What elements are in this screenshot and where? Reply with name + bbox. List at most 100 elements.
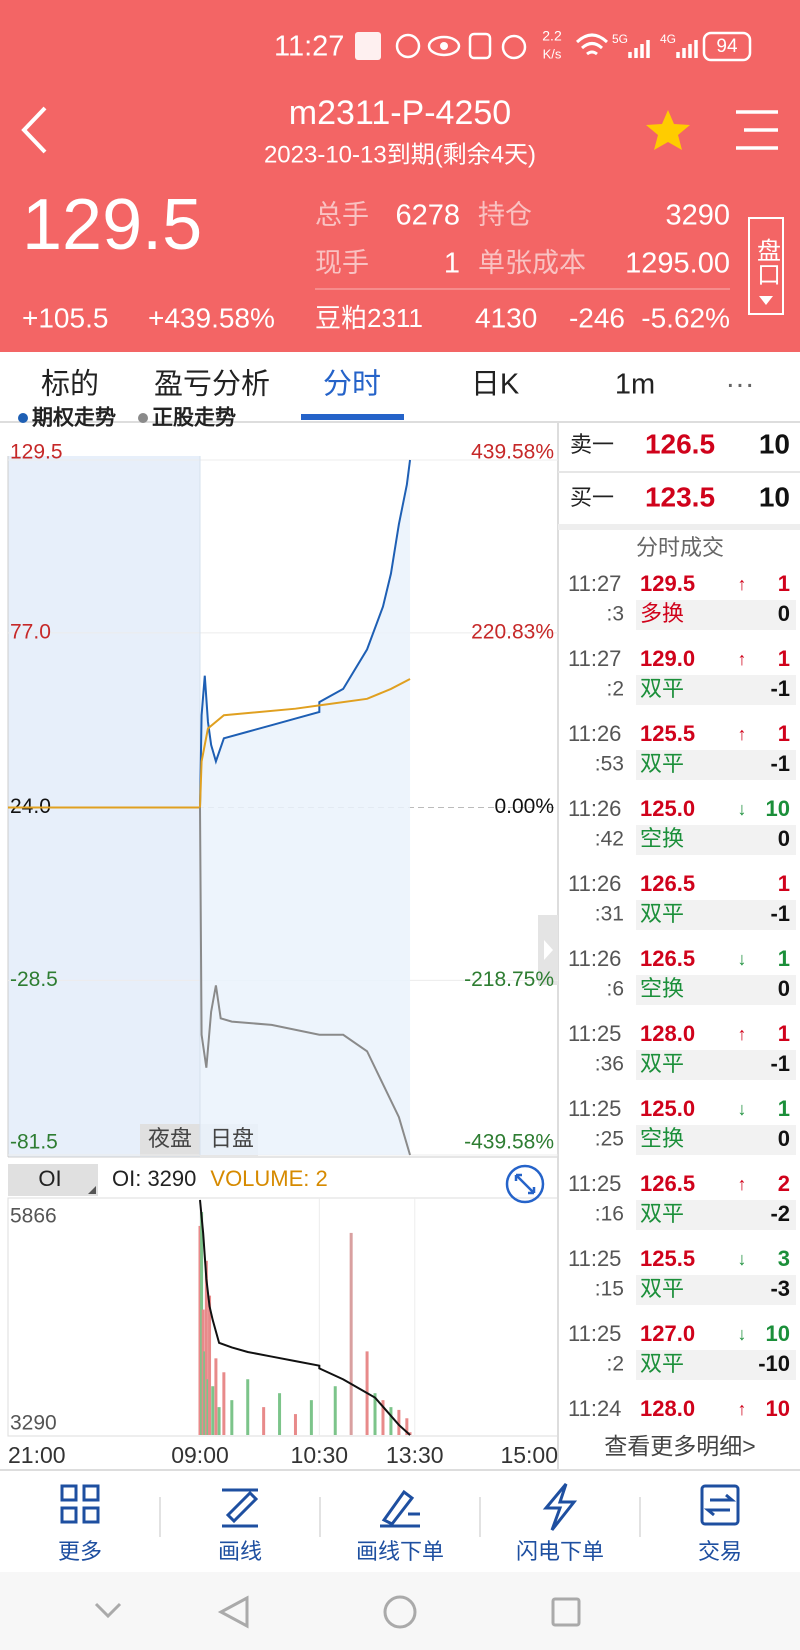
trade-volume: 1 <box>778 946 790 971</box>
nav-icon[interactable] <box>700 1484 740 1526</box>
y-tick-label: -81.5 <box>10 1131 58 1154</box>
trade-second: :6 <box>606 978 624 1001</box>
volume-bar <box>198 1225 202 1435</box>
nav-label[interactable]: 画线 <box>218 1539 262 1564</box>
trade-time: 11:26 <box>568 721 621 746</box>
panel-button[interactable] <box>748 217 784 315</box>
stat-value: 6278 <box>395 200 460 232</box>
bottom-nav <box>0 1470 800 1572</box>
volume-bar <box>373 1393 377 1435</box>
trade-direction: ↑ <box>738 649 747 669</box>
legend-label: 期权走势 <box>32 406 116 430</box>
side-handle-arrow <box>544 940 553 960</box>
x-tick-label: 13:30 <box>386 1442 444 1468</box>
trade-oi-change: 0 <box>778 1126 790 1151</box>
nav-label[interactable]: 闪电下单 <box>516 1539 604 1564</box>
trade-price: 129.5 <box>640 571 695 596</box>
trade-price: 125.5 <box>640 1246 695 1271</box>
expand-icon <box>514 1173 536 1195</box>
trade-type-bg <box>636 750 796 780</box>
trade-direction: ↑ <box>738 574 747 594</box>
trade-price: 126.5 <box>640 871 695 896</box>
trade-second: :25 <box>595 1128 624 1151</box>
trade-oi-change: 0 <box>778 976 790 1001</box>
trade-oi-change: -3 <box>770 1276 790 1301</box>
area <box>8 460 411 1155</box>
trades-more[interactable]: 查看更多明细> <box>604 1433 755 1459</box>
trade-type: 双平 <box>640 1351 684 1376</box>
sys-back[interactable] <box>217 1595 249 1629</box>
panel-button-arrow <box>759 296 773 305</box>
contract-title: m2311-P-4250 <box>289 94 511 132</box>
nav-icon[interactable] <box>542 1483 578 1531</box>
trade-price: 126.5 <box>640 1171 695 1196</box>
nav-label[interactable]: 画线下单 <box>356 1539 444 1564</box>
ask-price: 126.5 <box>645 428 715 459</box>
trade-oi-change: -1 <box>770 1051 790 1076</box>
x-tick-label: 15:00 <box>500 1442 558 1468</box>
trade-type-bg <box>636 1050 796 1080</box>
trade-second: :15 <box>595 1278 624 1301</box>
last-price: 129.5 <box>22 185 202 265</box>
menu-button[interactable] <box>736 110 778 150</box>
tab[interactable]: 标的 <box>41 368 99 401</box>
trade-second: :53 <box>595 753 624 776</box>
tab[interactable]: 1m <box>615 369 655 401</box>
trade-time: 11:26 <box>568 796 621 821</box>
nav-icon[interactable] <box>222 1488 259 1528</box>
trade-direction: ↑ <box>738 724 747 744</box>
nav-icon[interactable] <box>60 1484 100 1524</box>
status-speed-unit: K/s <box>543 46 562 61</box>
sys-recent[interactable] <box>551 1597 581 1627</box>
sys-home[interactable] <box>383 1595 417 1629</box>
tab-indicator <box>301 414 404 420</box>
y2-tick-label: -218.75% <box>464 968 554 991</box>
underlying-name: 豆粕2311 <box>315 303 423 333</box>
trade-type-bg <box>636 1275 796 1305</box>
trade-oi-change: -1 <box>770 676 790 701</box>
trade-time: 11:25 <box>568 1321 621 1346</box>
trade-price: 125.0 <box>640 1096 695 1121</box>
legend-dot <box>18 413 28 423</box>
trade-price: 128.0 <box>640 1396 695 1421</box>
tab-more[interactable]: ··· <box>726 369 755 401</box>
y2-tick-label: 220.83% <box>471 620 554 643</box>
trade-second: :31 <box>595 903 624 926</box>
tab[interactable]: 日K <box>471 369 520 401</box>
nav-icon[interactable] <box>380 1489 420 1528</box>
volume-bar <box>201 1309 205 1435</box>
trade-volume: 10 <box>766 1321 790 1346</box>
sys-hide[interactable] <box>94 1602 122 1619</box>
status-icon <box>427 35 461 57</box>
lower-chart-border <box>7 1197 559 1437</box>
ask-label: 卖一 <box>570 432 614 457</box>
y2-tick-label: 0.00% <box>494 795 554 818</box>
trade-direction: ↑ <box>738 1024 747 1044</box>
favorite-star[interactable] <box>646 110 690 150</box>
trade-second: :3 <box>606 603 624 626</box>
indicator-tab[interactable] <box>8 1164 98 1196</box>
trade-oi-change: -1 <box>770 751 790 776</box>
tab-active[interactable]: 分时 <box>323 368 381 401</box>
trade-type: 双平 <box>640 1051 684 1076</box>
panel-button-label[interactable]: 盘口 <box>753 238 780 286</box>
trade-type: 双平 <box>640 901 684 926</box>
trade-volume: 1 <box>778 721 790 746</box>
nav-label[interactable]: 更多 <box>58 1539 102 1564</box>
trade-type-bg <box>636 1350 796 1380</box>
signal-icon <box>628 40 650 58</box>
volume-bar <box>217 1407 221 1435</box>
trade-price: 126.5 <box>640 946 695 971</box>
tab[interactable]: 盈亏分析 <box>154 368 270 401</box>
back-button[interactable] <box>21 106 47 154</box>
trade-time: 11:27 <box>568 646 621 671</box>
expand-button[interactable] <box>505 1164 545 1204</box>
y-tick-label: 129.5 <box>10 441 63 464</box>
trade-second: :16 <box>595 1203 624 1226</box>
indicator-value: VOLUME: 2 <box>210 1166 327 1191</box>
trade-time: 11:25 <box>568 1171 621 1196</box>
trade-oi-change: -10 <box>758 1351 790 1376</box>
nav-label[interactable]: 交易 <box>698 1539 742 1564</box>
volume-bar <box>206 1379 210 1435</box>
